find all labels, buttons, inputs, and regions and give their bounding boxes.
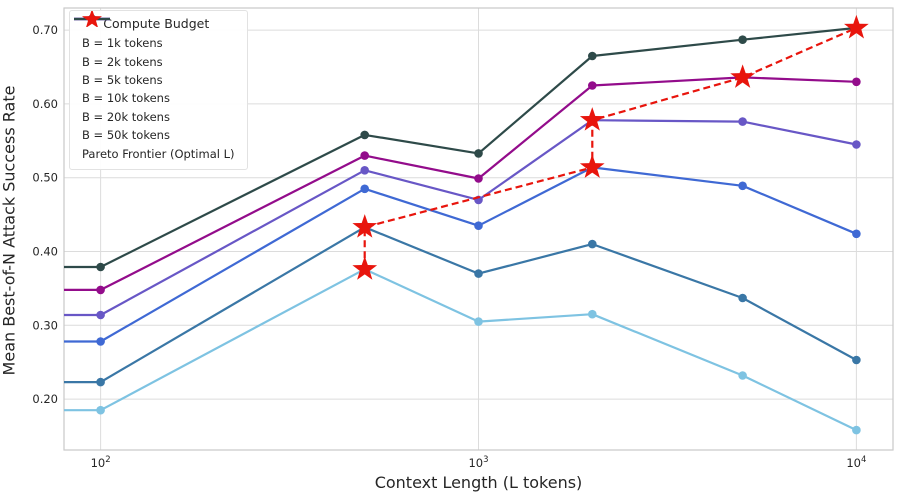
plot-border [63,7,894,451]
data-point-b-1k-tokens [96,405,105,415]
pareto-star [352,214,378,238]
data-point-b-2k-tokens [96,377,105,387]
data-point-b-1k-tokens [588,309,597,319]
legend-title: Compute Budget [103,16,210,31]
y-axis-label: Mean Best-of-N Attack Success Rate [0,85,19,376]
data-point-b-50k-tokens [588,51,597,61]
data-point-b-20k-tokens [474,174,483,183]
data-point-b-10k-tokens [360,166,370,175]
legend-item-b-50k-tokens: B = 50k tokens [74,14,235,144]
data-point-b-5k-tokens [360,184,370,194]
legend-item-label: B = 2k tokens [82,54,163,69]
data-point-b-2k-tokens [852,355,861,365]
legend-item-label: B = 10k tokens [82,91,170,106]
x-tick-label: 102 [91,455,111,470]
legend-item-label: B = 5k tokens [82,72,163,87]
data-point-b-50k-tokens [360,130,370,140]
x-tick-label: 104 [846,455,866,470]
legend-item-b-2k-tokens: B = 2k tokens [74,14,235,70]
data-point-b-1k-tokens [852,425,861,435]
series-line-b-5k-tokens [64,166,857,343]
legend-item-b-1k-tokens: B = 1k tokens [74,14,235,52]
legend-item-pareto-frontier-optimal-l: Pareto Frontier (Optimal L) [78,11,235,162]
data-point-b-5k-tokens [738,181,747,191]
data-point-b-5k-tokens [96,337,105,346]
y-tick-label: 0.70 [32,23,58,37]
series-line-b-2k-tokens [64,226,857,384]
data-point-b-2k-tokens [588,239,597,249]
x-axis-label: Context Length (L tokens) [374,473,583,492]
pareto-star [844,14,869,39]
data-point-b-5k-tokens [474,221,483,230]
legend-item-b-20k-tokens: B = 20k tokens [74,14,235,126]
data-point-b-50k-tokens [474,149,483,158]
legend-item-label: B = 50k tokens [82,128,170,143]
pareto-star [730,64,755,88]
data-point-b-20k-tokens [360,151,370,160]
pareto-star [579,154,605,178]
x-tick-label: 103 [468,455,488,470]
data-point-b-20k-tokens [96,285,105,295]
legend: Compute Budget B = 1k tokens B = 2k token… [69,10,248,170]
data-point-b-50k-tokens [738,35,747,44]
data-point-b-1k-tokens [474,317,483,326]
y-tick-label: 0.20 [32,392,58,406]
data-point-b-1k-tokens [738,371,747,380]
data-point-b-50k-tokens [96,262,105,272]
data-point-b-10k-tokens [96,310,105,320]
data-point-b-20k-tokens [588,81,597,90]
data-point-b-2k-tokens [474,269,483,278]
legend-item-label: Pareto Frontier (Optimal L) [82,146,235,161]
data-point-b-2k-tokens [738,293,747,303]
legend-items: B = 1k tokens B = 2k tokens B = 5k tokens B… [74,11,235,163]
y-tick-label: 0.30 [32,318,58,332]
legend-item-label: B = 20k tokens [82,109,170,124]
pareto-frontier-line [363,26,857,270]
data-point-b-10k-tokens [738,117,747,126]
data-point-b-10k-tokens [852,140,861,149]
legend-item-b-10k-tokens: B = 10k tokens [74,14,235,107]
pareto-star [352,256,378,280]
y-tick-label: 0.50 [32,171,58,185]
data-point-b-5k-tokens [852,229,861,239]
data-point-b-20k-tokens [852,77,861,87]
pareto-star [579,107,605,131]
legend-item-label: B = 1k tokens [82,36,163,51]
legend-star-icon [82,11,102,27]
y-tick-label: 0.40 [32,245,58,259]
legend-item-b-5k-tokens: B = 5k tokens [74,14,235,89]
y-tick-label: 0.60 [32,97,58,111]
